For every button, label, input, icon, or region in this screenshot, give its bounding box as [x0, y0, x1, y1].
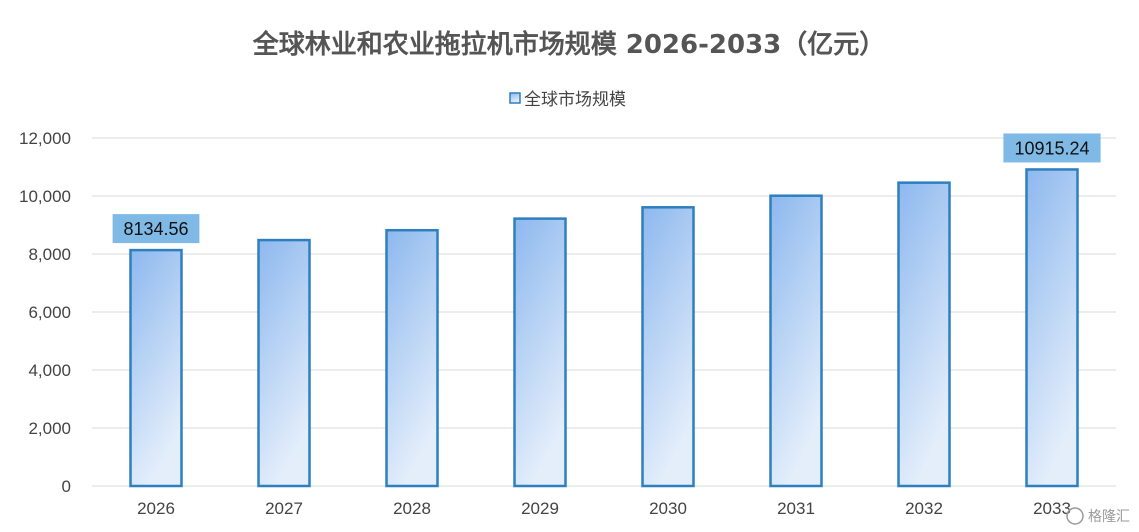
bar-2031 — [769, 194, 823, 488]
x-tick-label: 2031 — [777, 499, 815, 518]
data-label-box — [1003, 133, 1101, 163]
x-tick-label: 2033 — [1033, 499, 1071, 518]
x-tick-label: 2027 — [265, 499, 303, 518]
bar-2033 — [1025, 168, 1079, 488]
x-tick-label: 2032 — [905, 499, 943, 518]
y-tick-label: 0 — [62, 477, 71, 496]
bar-2029 — [513, 217, 567, 488]
y-tick-label: 12,000 — [19, 129, 71, 148]
bar-2028 — [385, 228, 439, 488]
data-label: 8134.56 — [123, 219, 188, 239]
legend-swatch — [509, 92, 521, 104]
watermark-text: 格隆汇 — [1088, 509, 1130, 525]
data-label: 10915.24 — [1014, 138, 1089, 158]
x-tick-label: 2030 — [649, 499, 687, 518]
y-tick-label: 10,000 — [19, 187, 71, 206]
bar-2027 — [257, 238, 311, 488]
y-tick-label: 4,000 — [28, 361, 71, 380]
y-tick-label: 8,000 — [28, 245, 71, 264]
chart-title: 全球林业和农业拖拉机市场规模 2026-2033（亿元） — [252, 29, 886, 60]
bar-2026 — [129, 248, 183, 488]
x-tick-label: 2029 — [521, 499, 559, 518]
legend: 全球市场规模 — [509, 90, 626, 110]
data-label-box — [112, 214, 200, 244]
bar-2030 — [641, 206, 695, 488]
y-tick-label: 2,000 — [28, 419, 71, 438]
legend-label: 全球市场规模 — [524, 90, 626, 110]
x-tick-label: 2028 — [393, 499, 431, 518]
x-tick-label: 2026 — [137, 499, 175, 518]
gelonghui-logo-icon — [1066, 507, 1084, 525]
bar-2032 — [897, 181, 951, 488]
y-tick-label: 6,000 — [28, 303, 71, 322]
watermark: 格隆汇 — [1066, 507, 1130, 525]
